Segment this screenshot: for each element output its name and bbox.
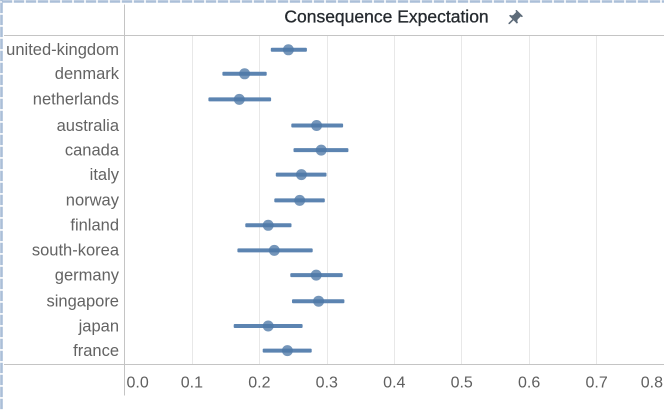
svg-text:france: france <box>73 342 119 360</box>
svg-text:singapore: singapore <box>47 293 119 311</box>
svg-text:south-korea: south-korea <box>32 242 120 260</box>
svg-text:0.8: 0.8 <box>641 375 663 392</box>
svg-text:denmark: denmark <box>55 65 120 83</box>
svg-text:0.2: 0.2 <box>248 375 270 392</box>
svg-text:germany: germany <box>55 266 120 284</box>
svg-text:japan: japan <box>78 317 119 335</box>
svg-text:0.0: 0.0 <box>127 375 149 392</box>
svg-text:finland: finland <box>70 217 119 235</box>
svg-text:0.4: 0.4 <box>383 375 405 392</box>
svg-text:0.6: 0.6 <box>518 375 540 392</box>
svg-text:0.1: 0.1 <box>181 375 203 392</box>
svg-text:canada: canada <box>65 141 120 159</box>
svg-text:0.5: 0.5 <box>451 375 473 392</box>
svg-text:italy: italy <box>90 166 120 184</box>
svg-text:Consequence Expectation: Consequence Expectation <box>284 6 488 26</box>
svg-text:australia: australia <box>57 117 120 135</box>
svg-text:united-kingdom: united-kingdom <box>6 41 119 59</box>
svg-text:0.7: 0.7 <box>585 375 607 392</box>
svg-text:norway: norway <box>66 192 120 210</box>
svg-text:0.3: 0.3 <box>316 375 338 392</box>
svg-text:netherlands: netherlands <box>33 91 119 109</box>
